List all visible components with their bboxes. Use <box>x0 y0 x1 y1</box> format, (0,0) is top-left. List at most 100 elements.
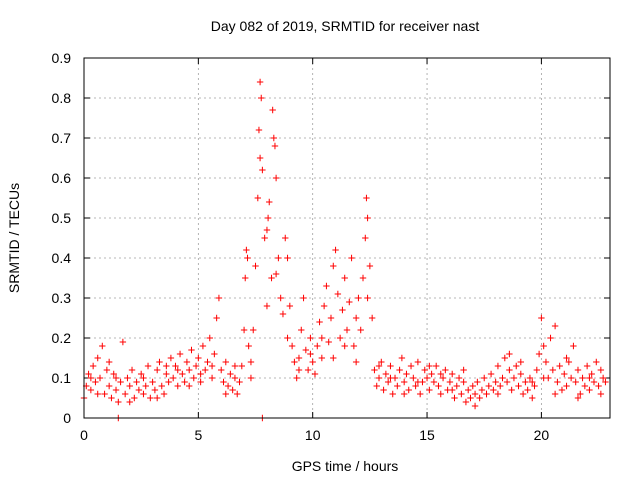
data-point <box>272 270 280 278</box>
data-point <box>517 370 525 378</box>
data-point <box>396 366 403 374</box>
data-point <box>126 382 133 390</box>
data-point <box>403 370 410 378</box>
data-point <box>497 382 504 390</box>
data-point <box>174 382 181 390</box>
data-point <box>330 354 337 362</box>
data-point <box>252 262 259 270</box>
data-point <box>567 374 575 382</box>
x-tick-label: 0 <box>80 427 88 443</box>
data-point <box>380 386 387 394</box>
data-point <box>432 362 440 370</box>
data-point <box>515 382 522 390</box>
data-point <box>563 354 570 362</box>
data-point <box>341 274 348 282</box>
data-point <box>599 374 607 382</box>
data-point <box>172 362 179 370</box>
data-point <box>140 374 147 382</box>
data-point <box>501 354 508 362</box>
data-point <box>558 386 566 394</box>
data-point <box>494 362 502 370</box>
data-point <box>460 366 467 374</box>
data-point <box>119 338 127 346</box>
data-point <box>284 254 291 262</box>
data-point <box>101 390 108 398</box>
data-point <box>407 362 415 370</box>
data-point <box>583 362 591 370</box>
data-point <box>261 234 268 242</box>
data-point <box>378 358 385 366</box>
data-point <box>167 354 175 362</box>
data-point <box>163 362 170 370</box>
data-point <box>588 370 595 378</box>
x-tick-label: 10 <box>305 427 321 443</box>
chart-title: Day 082 of 2019, SRMTID for receiver nas… <box>211 18 480 34</box>
x-tick-label: 5 <box>194 427 202 443</box>
data-point <box>224 382 232 390</box>
data-point <box>229 386 236 394</box>
data-point <box>270 134 278 142</box>
data-point <box>602 378 609 386</box>
y-tick-label: 0.3 <box>52 290 72 306</box>
x-tick-label: 20 <box>534 427 550 443</box>
data-point <box>256 154 264 162</box>
data-point <box>421 366 428 374</box>
data-point <box>593 358 600 366</box>
plot-frame <box>83 57 611 419</box>
data-point <box>231 362 239 370</box>
data-point <box>471 402 479 410</box>
data-point <box>300 294 307 302</box>
data-point <box>483 390 490 398</box>
data-point <box>279 310 287 318</box>
data-point <box>311 370 319 378</box>
data-point <box>153 366 161 374</box>
data-point <box>244 254 251 262</box>
data-point <box>316 318 323 326</box>
data-point <box>186 382 193 390</box>
data-point <box>213 314 220 322</box>
data-point <box>318 334 326 342</box>
data-point <box>430 378 438 386</box>
data-point <box>526 374 534 382</box>
data-point <box>304 366 312 374</box>
data-point <box>363 194 370 202</box>
data-point <box>266 198 273 206</box>
data-point <box>577 390 584 398</box>
data-point <box>556 362 563 370</box>
data-point <box>220 378 227 386</box>
data-point <box>282 234 289 242</box>
data-point <box>455 374 463 382</box>
data-point <box>355 294 362 302</box>
data-point <box>156 358 163 366</box>
y-tick-label: 0.6 <box>52 170 72 186</box>
data-point <box>87 386 95 394</box>
y-tick-label: 0.7 <box>52 130 72 146</box>
data-point <box>202 366 209 374</box>
y-tick-label: 0.8 <box>52 90 72 106</box>
data-point <box>499 374 506 382</box>
data-point <box>597 390 605 398</box>
data-point <box>115 398 122 406</box>
data-point <box>394 382 401 390</box>
data-point <box>487 370 495 378</box>
data-point <box>446 378 454 386</box>
data-point <box>247 358 255 366</box>
data-point <box>350 342 358 350</box>
data-point <box>384 378 392 386</box>
data-point <box>121 390 129 398</box>
data-point <box>320 302 328 310</box>
data-point <box>492 378 499 386</box>
data-point <box>476 394 483 402</box>
data-point <box>400 390 408 398</box>
data-point <box>302 346 310 354</box>
data-point <box>494 390 502 398</box>
data-point <box>416 390 424 398</box>
data-point <box>160 390 168 398</box>
data-point <box>405 386 412 394</box>
tick-layer: 0 0.1 0.2 0.3 0.4 0.5 0.6 0.7 0.8 0.9 0 5 10 15 20 <box>52 50 610 443</box>
data-point <box>330 262 337 270</box>
data-point <box>339 306 346 314</box>
data-point <box>352 358 360 366</box>
data-point <box>343 326 351 334</box>
data-point <box>275 254 282 262</box>
